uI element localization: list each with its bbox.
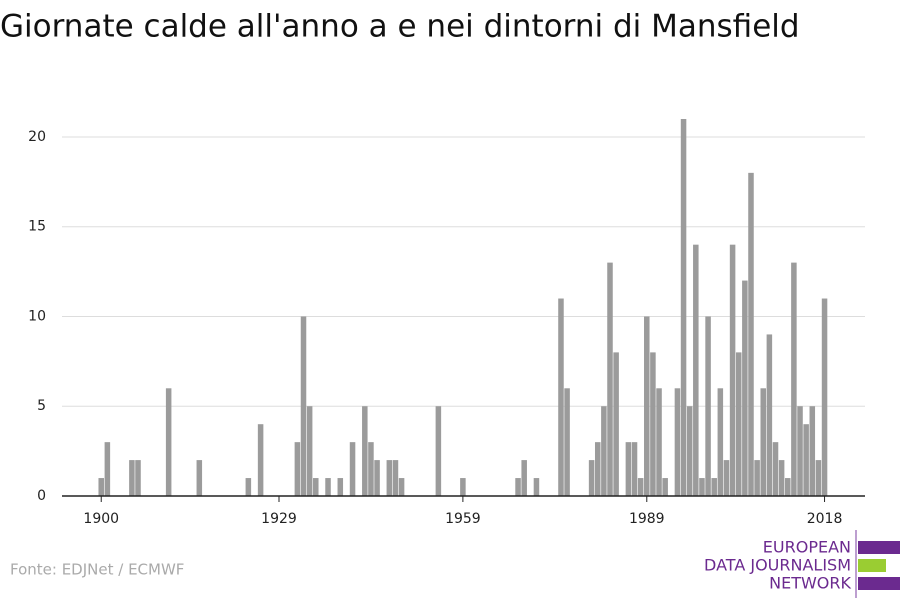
bar (257, 424, 264, 496)
bar (785, 478, 791, 496)
bar (564, 388, 570, 496)
bar (705, 316, 711, 496)
bar (778, 460, 785, 496)
bar (165, 388, 172, 496)
y-tick-label: 10 (28, 308, 46, 324)
logo-bar (858, 541, 900, 554)
bar (631, 442, 638, 496)
bar (693, 244, 699, 496)
bar (815, 460, 822, 496)
bar (797, 406, 803, 496)
bar (533, 478, 540, 496)
bar (644, 316, 650, 496)
bar (674, 388, 681, 496)
bar (680, 119, 687, 496)
chart-title: Giornate calde all'anno a e nei dintorni… (0, 9, 800, 45)
bar (588, 460, 595, 496)
y-tick-label: 15 (28, 219, 46, 235)
bar (313, 478, 319, 496)
bar (349, 442, 356, 496)
logo-text: DATA JOURNALISM (704, 556, 851, 575)
logo-bar (858, 559, 886, 572)
y-tick-label: 0 (37, 488, 46, 504)
x-tick-label: 1900 (83, 511, 119, 527)
bar (558, 298, 564, 496)
bar (386, 460, 393, 496)
bar (98, 478, 104, 496)
bar (435, 406, 442, 496)
bar (662, 478, 668, 496)
bar (754, 460, 760, 496)
source: Fonte: EDJNet / ECMWF (10, 561, 184, 579)
x-tick-label: 1929 (261, 511, 297, 527)
bar (337, 478, 344, 496)
bar (607, 262, 613, 496)
x-tick-label: 1959 (445, 511, 481, 527)
bar (515, 478, 521, 496)
bar (723, 460, 730, 496)
logo: EUROPEAN DATA JOURNALISM NETWORK (704, 530, 900, 598)
bar (711, 478, 717, 496)
logo-text: EUROPEAN (763, 538, 851, 557)
bar (196, 460, 203, 496)
x-tick-label: 1989 (629, 511, 665, 527)
bar (306, 406, 313, 496)
bar (594, 442, 601, 496)
bar (717, 388, 724, 496)
bar (637, 478, 644, 496)
bar (129, 460, 135, 496)
bar (601, 406, 607, 496)
bar (104, 442, 111, 496)
bar (325, 478, 331, 496)
bar (135, 460, 141, 496)
bar (460, 478, 466, 496)
bar (300, 316, 307, 496)
bar (760, 388, 767, 496)
bar (735, 352, 742, 496)
bar (686, 406, 693, 496)
bar (625, 442, 632, 496)
bar (821, 298, 828, 496)
bar (613, 352, 619, 496)
bar (742, 280, 748, 496)
bar (656, 388, 662, 496)
logo-text: NETWORK (769, 574, 851, 593)
bar (398, 478, 405, 496)
bar (374, 460, 380, 496)
bar (791, 262, 797, 496)
bar (809, 406, 816, 496)
bar (729, 244, 736, 496)
bar (245, 478, 252, 496)
bar (650, 352, 656, 496)
logo-bar (858, 577, 900, 590)
y-tick-label: 20 (28, 129, 46, 145)
bar (699, 478, 705, 496)
bar (368, 442, 374, 496)
bar (748, 172, 754, 496)
bar (803, 424, 809, 496)
x-tick-label: 2018 (807, 511, 843, 527)
bar (294, 442, 301, 496)
y-tick-label: 5 (37, 398, 46, 414)
bar (362, 406, 368, 496)
bar (772, 442, 779, 496)
bar (521, 460, 527, 496)
bar (392, 460, 399, 496)
bar (766, 334, 773, 496)
